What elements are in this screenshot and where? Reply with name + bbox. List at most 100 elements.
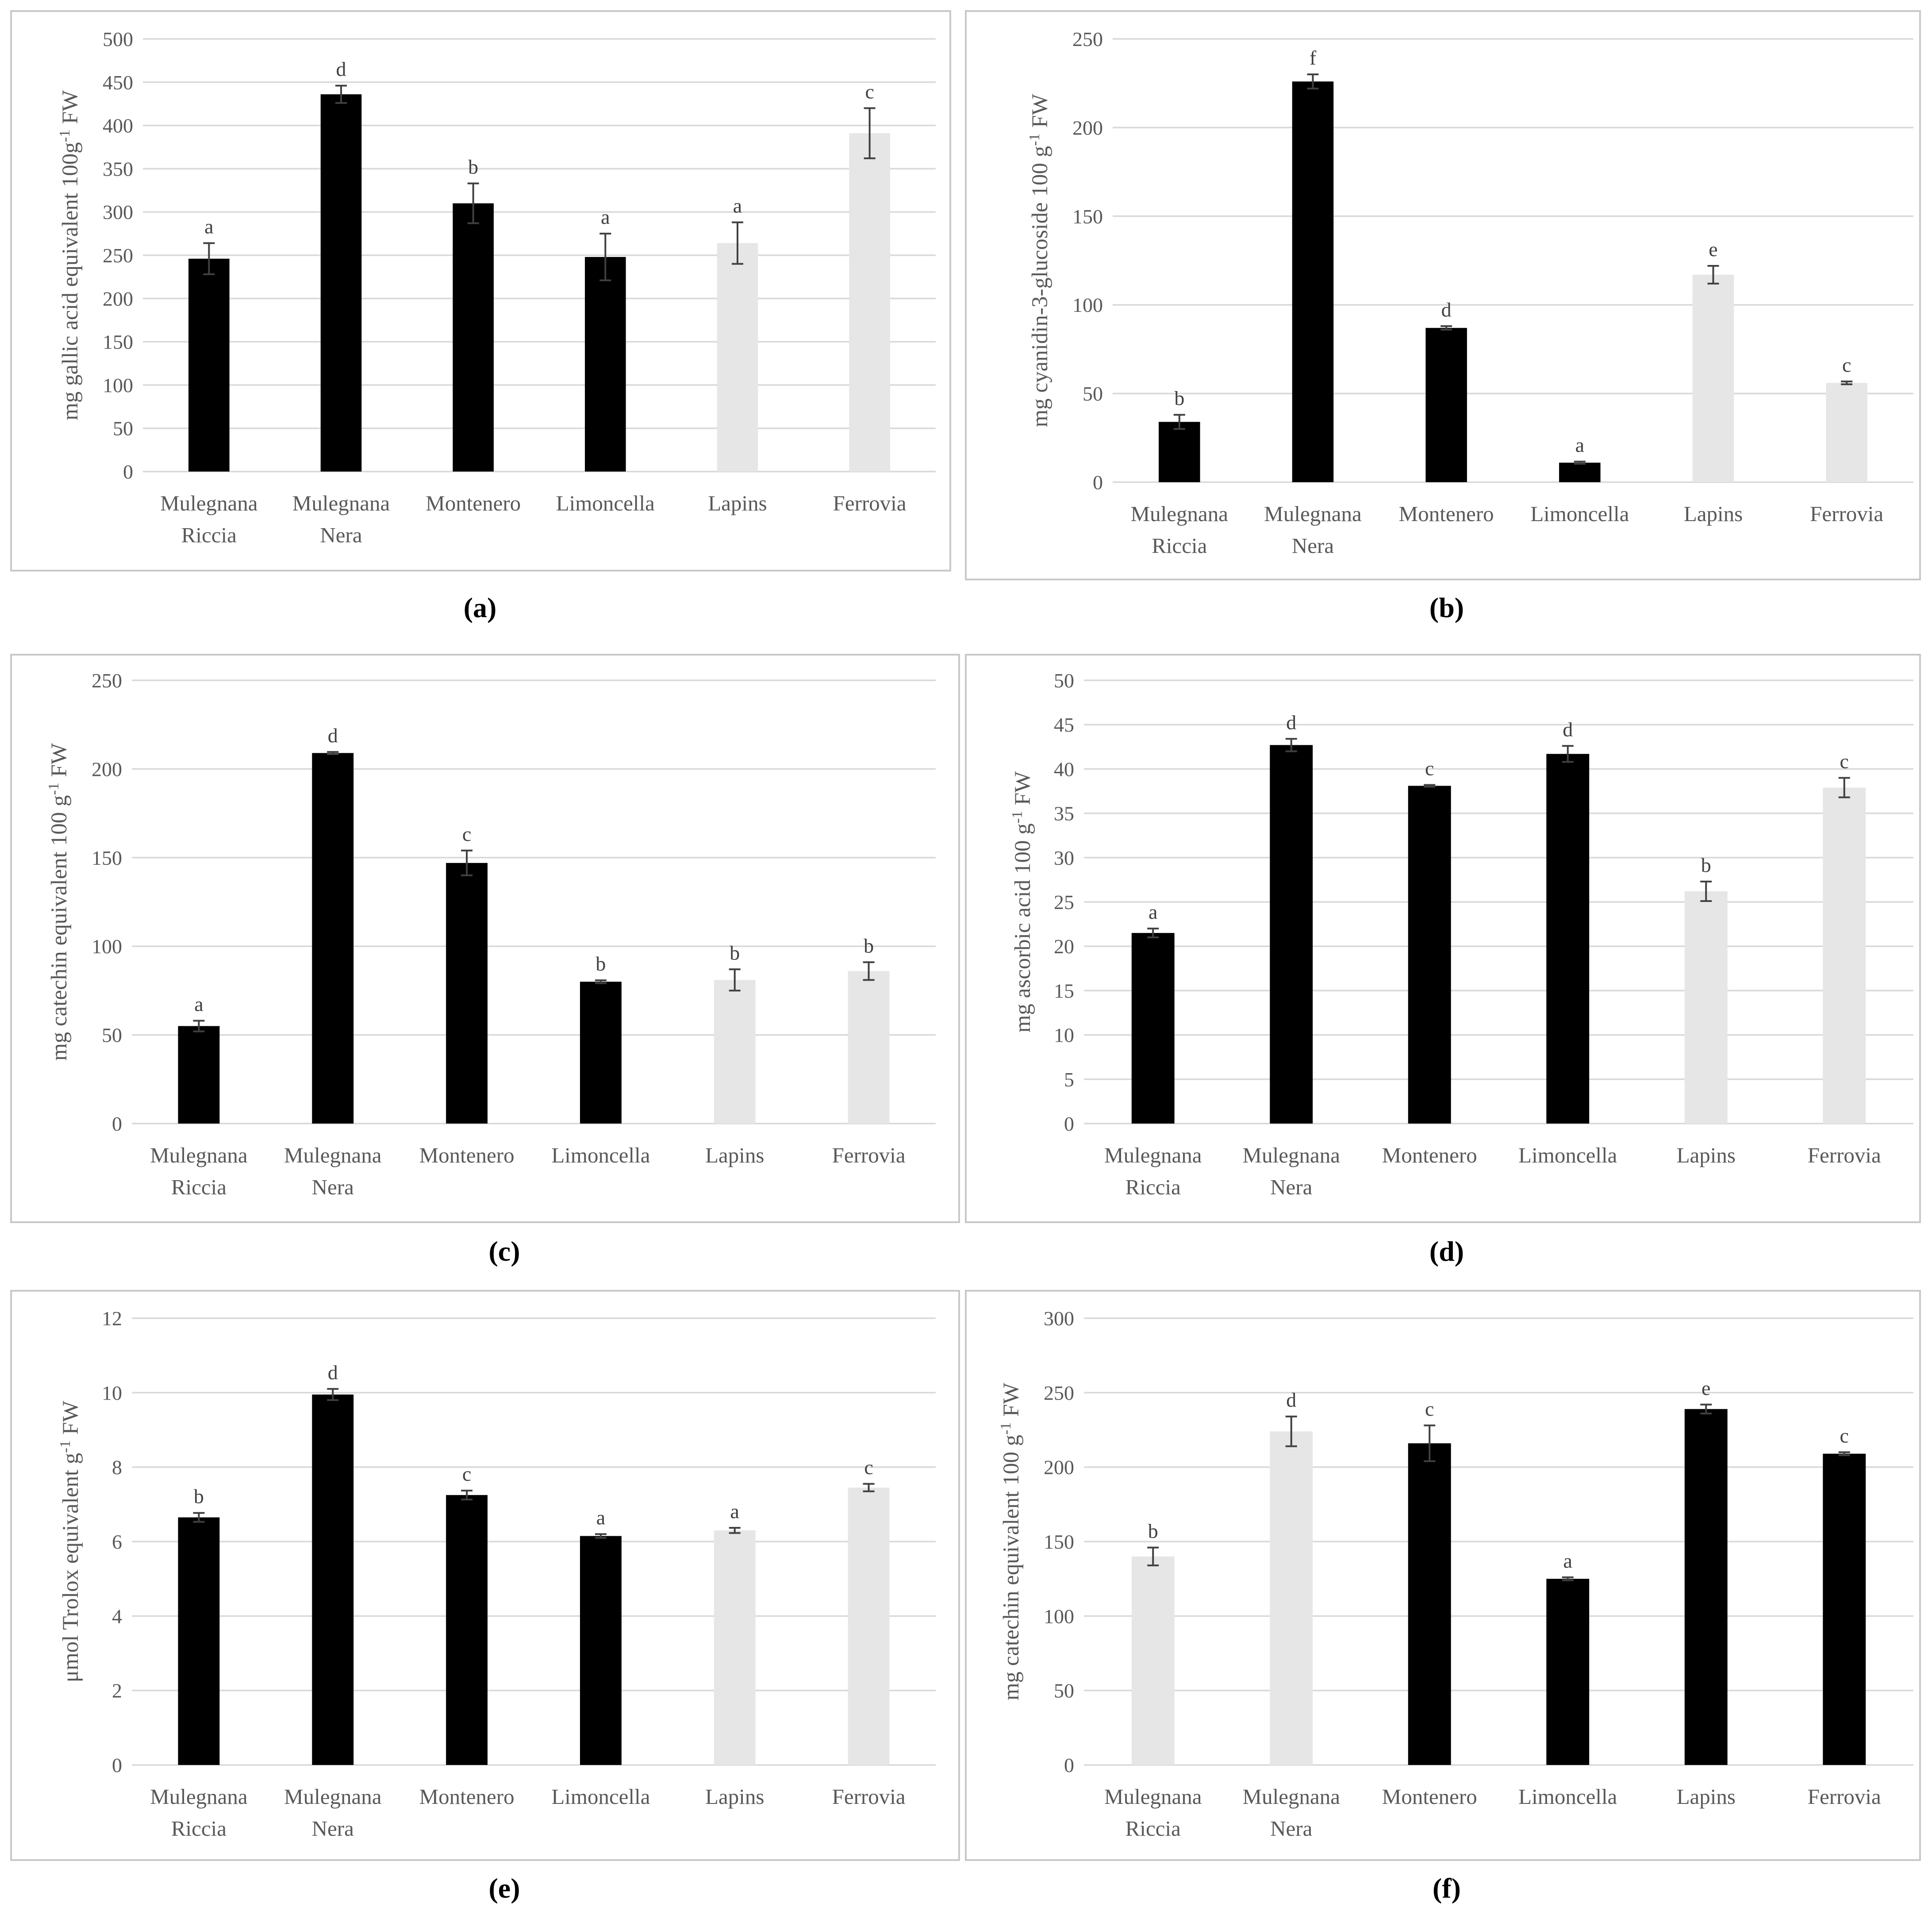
significance-letter-2: d [1441, 298, 1452, 321]
bar-3 [580, 982, 622, 1124]
bar-5 [848, 1487, 890, 1765]
category-label-1: Mulegnana Nera [1243, 1143, 1340, 1199]
error-bar-3 [599, 233, 611, 281]
bar-3 [1546, 754, 1590, 1124]
significance-letter-5: c [1842, 353, 1851, 376]
panel-d: 0 5 10 15 20 25 30 35 40 45 50 mg ascorbic acid 100… [965, 654, 1921, 1223]
y-tick-label: 50 [1054, 669, 1074, 692]
bar-5 [1826, 383, 1867, 482]
bar-4 [1684, 1409, 1728, 1765]
significance-letter-3: b [595, 952, 606, 975]
category-label-1: Mulegnana Nera [284, 1143, 382, 1199]
y-tick-label: 25 [1054, 891, 1074, 913]
panel-c: 0 50 100 150 200 250 mg catechin equivalent 10… [10, 654, 960, 1223]
error-bar-0 [1147, 928, 1159, 939]
panel-b: 0 50 100 150 200 250 mg cyanidin-3-glucoside 1… [965, 10, 1921, 580]
significance-letter-0: a [1148, 901, 1157, 923]
category-label-2: Montenero [426, 491, 521, 515]
y-tick-label: 0 [112, 1113, 122, 1135]
bar-0 [178, 1026, 220, 1124]
error-bar-3 [1574, 460, 1586, 465]
significance-letter-1: d [328, 1361, 338, 1384]
y-axis-label: mg ascorbic acid 100 g-1 FW [1009, 771, 1035, 1032]
category-label-2: Montenero [1399, 502, 1494, 526]
bar-1 [312, 753, 354, 1124]
category-label-5: Ferrovia [833, 491, 906, 515]
category-label-3: Limoncella [551, 1143, 650, 1167]
category-label-2: Montenero [419, 1143, 515, 1167]
category-label-3: Limoncella [556, 491, 655, 515]
category-label-4: Lapins [708, 491, 767, 515]
category-label-4: Lapins [705, 1784, 764, 1809]
bar-3 [1546, 1579, 1590, 1765]
bar-1 [1270, 1431, 1313, 1765]
bar-4 [1692, 275, 1734, 482]
error-bar-5 [863, 961, 875, 981]
significance-letter-5: b [864, 934, 874, 957]
category-label-1: Mulegnana Nera [292, 491, 390, 547]
error-bar-4 [1700, 880, 1712, 902]
significance-letter-2: c [1425, 1397, 1434, 1420]
category-label-2: Montenero [1382, 1143, 1477, 1167]
y-tick-label: 150 [1044, 1531, 1074, 1553]
y-tick-label: 100 [1072, 294, 1103, 316]
y-tick-label: 45 [1054, 714, 1074, 736]
panel-e: 0 2 4 6 8 10 12 μmol Trolox equivalent g-1 FW b M… [10, 1290, 960, 1861]
category-label-3: Limoncella [1530, 502, 1629, 526]
significance-letter-5: c [865, 80, 874, 103]
bar-5 [1823, 1454, 1866, 1765]
y-tick-label: 4 [112, 1605, 122, 1627]
panel-caption: (d) [1429, 1235, 1464, 1267]
y-tick-label: 0 [112, 1754, 122, 1776]
significance-letter-4: b [730, 941, 740, 964]
bar-0 [188, 258, 230, 472]
panel-caption: (a) [464, 592, 497, 623]
error-bar-1 [327, 1388, 339, 1401]
significance-letter-3: a [1563, 1550, 1572, 1572]
category-label-5: Ferrovia [1808, 1143, 1881, 1167]
y-tick-label: 350 [103, 157, 133, 180]
y-tick-label: 15 [1054, 979, 1074, 1002]
error-bar-1 [335, 84, 347, 104]
y-tick-label: 12 [102, 1307, 122, 1330]
bar-0 [178, 1517, 220, 1765]
category-label-4: Lapins [705, 1143, 764, 1167]
category-label-1: Mulegnana Nera [1243, 1784, 1340, 1841]
y-tick-label: 20 [1054, 935, 1074, 958]
significance-letter-2: c [462, 823, 471, 845]
y-tick-label: 100 [103, 374, 133, 396]
bar-2 [446, 863, 488, 1124]
significance-letter-1: d [1286, 711, 1296, 733]
category-label-5: Ferrovia [832, 1784, 906, 1809]
category-label-4: Lapins [1677, 1784, 1736, 1809]
error-bar-0 [193, 1020, 205, 1032]
y-tick-label: 50 [1054, 1680, 1074, 1702]
y-tick-label: 40 [1054, 758, 1074, 780]
bar-4 [714, 1530, 756, 1765]
error-bar-0 [1173, 414, 1185, 430]
error-bar-3 [595, 979, 607, 984]
bar-5 [849, 133, 890, 472]
bar-0 [1131, 1556, 1175, 1765]
y-tick-label: 0 [1064, 1754, 1074, 1776]
error-bar-4 [732, 221, 743, 265]
y-axis-label: mg catechin equivalent 100 g-1 FW [998, 1382, 1024, 1700]
error-bar-4 [729, 968, 741, 992]
y-tick-label: 150 [1072, 205, 1103, 228]
y-tick-label: 10 [102, 1381, 122, 1404]
y-tick-label: 200 [103, 288, 133, 310]
y-tick-label: 0 [123, 460, 133, 483]
significance-letter-0: b [194, 1485, 204, 1508]
bar-4 [714, 980, 756, 1124]
y-tick-label: 5 [1064, 1068, 1074, 1091]
y-tick-label: 150 [92, 847, 122, 869]
significance-letter-3: a [1575, 434, 1584, 457]
panel-caption: (b) [1429, 592, 1464, 623]
category-label-4: Lapins [1684, 502, 1743, 526]
panel-caption: (c) [488, 1235, 520, 1267]
y-tick-label: 250 [92, 669, 122, 692]
significance-letter-4: a [730, 1500, 739, 1523]
category-label-0: Mulegnana Riccia [150, 1784, 248, 1841]
bar-2 [1408, 1443, 1451, 1765]
category-label-3: Limoncella [551, 1784, 650, 1809]
